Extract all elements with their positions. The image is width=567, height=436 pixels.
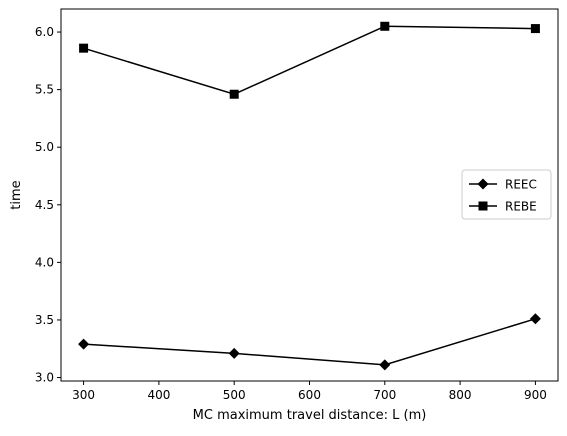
plot-frame	[60, 8, 559, 382]
y-tick-label: 4.5	[35, 198, 54, 212]
legend-label-rebe: REBE	[505, 200, 537, 214]
x-tick-label: 700	[373, 388, 396, 402]
series-line-rebe	[83, 25, 536, 96]
y-axis-ticks: 3.0 3.5 4.0 4.5 5.0 5.5 6.0	[35, 25, 61, 385]
data-point-reec	[529, 313, 541, 325]
data-point-rebe	[229, 89, 239, 99]
legend-label-reec: REEC	[505, 178, 537, 192]
data-point-reec	[228, 347, 240, 359]
y-axis-label: time	[9, 180, 24, 209]
x-tick-label: 900	[524, 388, 547, 402]
legend-marker-reec	[477, 178, 489, 190]
series-line-reec	[83, 318, 536, 366]
data-point-rebe	[380, 21, 390, 31]
x-tick-label: 300	[72, 388, 95, 402]
x-tick-label: 400	[147, 388, 170, 402]
x-tick-label: 800	[449, 388, 472, 402]
y-tick-label: 6.0	[35, 25, 54, 39]
data-point-rebe	[79, 43, 89, 53]
x-tick-label: 600	[298, 388, 321, 402]
y-tick-label: 4.0	[35, 255, 54, 269]
y-tick-label: 5.0	[35, 140, 54, 154]
data-point-reec	[78, 338, 90, 350]
y-tick-label: 5.5	[35, 83, 54, 97]
data-point-rebe	[530, 24, 540, 34]
x-axis-ticks: 300 400 500 600 700 800 900	[72, 381, 547, 402]
legend: REEC REBE	[461, 169, 552, 220]
data-point-reec	[379, 359, 391, 371]
legend-marker-rebe	[478, 201, 488, 211]
y-tick-label: 3.0	[35, 371, 54, 385]
plot-area	[78, 21, 541, 371]
x-tick-label: 500	[223, 388, 246, 402]
x-axis-label: MC maximum travel distance: L (m)	[193, 408, 427, 423]
y-tick-label: 3.5	[35, 313, 54, 327]
